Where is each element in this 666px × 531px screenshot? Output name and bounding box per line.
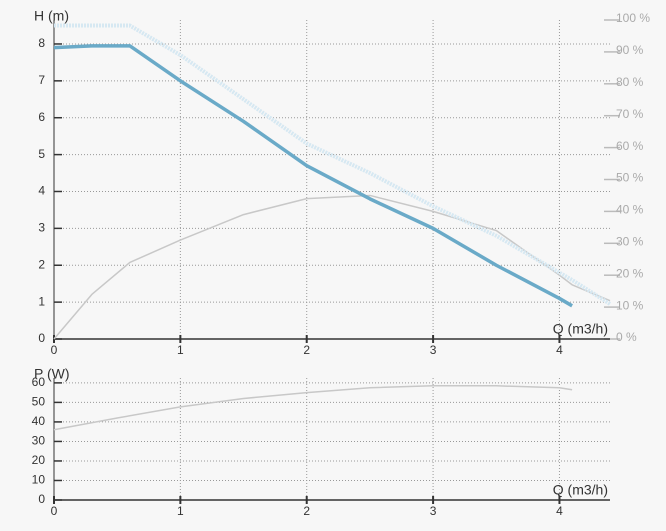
x-axis-label: Q (m3/h) — [553, 482, 608, 498]
y-axis-label: P (W) — [34, 366, 70, 382]
y-tick-label: 50 — [32, 395, 46, 409]
y-tick-label: 7 — [38, 73, 45, 87]
y-tick-label: 8 — [38, 36, 45, 50]
x-tick-label: 0 — [51, 504, 58, 518]
y-tick-label: 0 — [38, 492, 45, 506]
y2-tick-label: 90 % — [616, 43, 644, 57]
y2-tick-label: 20 % — [616, 266, 644, 280]
y2-tick-label: 40 % — [616, 203, 644, 217]
y2-tick-label: 70 % — [616, 107, 644, 121]
y2-tick-label: 0 % — [616, 330, 637, 344]
y-tick-label: 5 — [38, 147, 45, 161]
x-tick-label: 4 — [556, 343, 563, 357]
y2-tick-label: 10 % — [616, 298, 644, 312]
y-tick-label: 3 — [38, 221, 45, 235]
x-tick-label: 2 — [303, 343, 310, 357]
series-line — [54, 23, 612, 306]
y2-tick-label: 80 % — [616, 75, 644, 89]
y2-tick-label: 30 % — [616, 234, 644, 248]
x-tick-label: 4 — [556, 504, 563, 518]
y-tick-label: 1 — [38, 294, 45, 308]
series-line — [53, 44, 573, 308]
x-tick-label: 1 — [177, 504, 184, 518]
y-tick-label: 4 — [38, 184, 45, 198]
series-line — [53, 194, 611, 340]
y-tick-label: 10 — [32, 473, 46, 487]
x-tick-label: 0 — [51, 343, 58, 357]
series-line — [53, 385, 573, 431]
y-tick-label: 30 — [32, 434, 46, 448]
y2-tick-label: 50 % — [616, 171, 644, 185]
x-tick-label: 3 — [430, 343, 437, 357]
y-tick-label: 6 — [38, 110, 45, 124]
y-tick-label: 0 — [38, 331, 45, 345]
x-tick-label: 2 — [303, 504, 310, 518]
x-tick-label: 3 — [430, 504, 437, 518]
y-tick-label: 20 — [32, 453, 46, 467]
y-tick-label: 60 — [32, 375, 46, 389]
y-axis-label: H (m) — [34, 8, 69, 24]
y-tick-label: 40 — [32, 414, 46, 428]
x-tick-label: 1 — [177, 343, 184, 357]
y2-tick-label: 100 % — [616, 11, 650, 25]
y-tick-label: 2 — [38, 257, 45, 271]
y2-tick-label: 60 % — [616, 139, 644, 153]
x-axis-label: Q (m3/h) — [553, 321, 608, 337]
